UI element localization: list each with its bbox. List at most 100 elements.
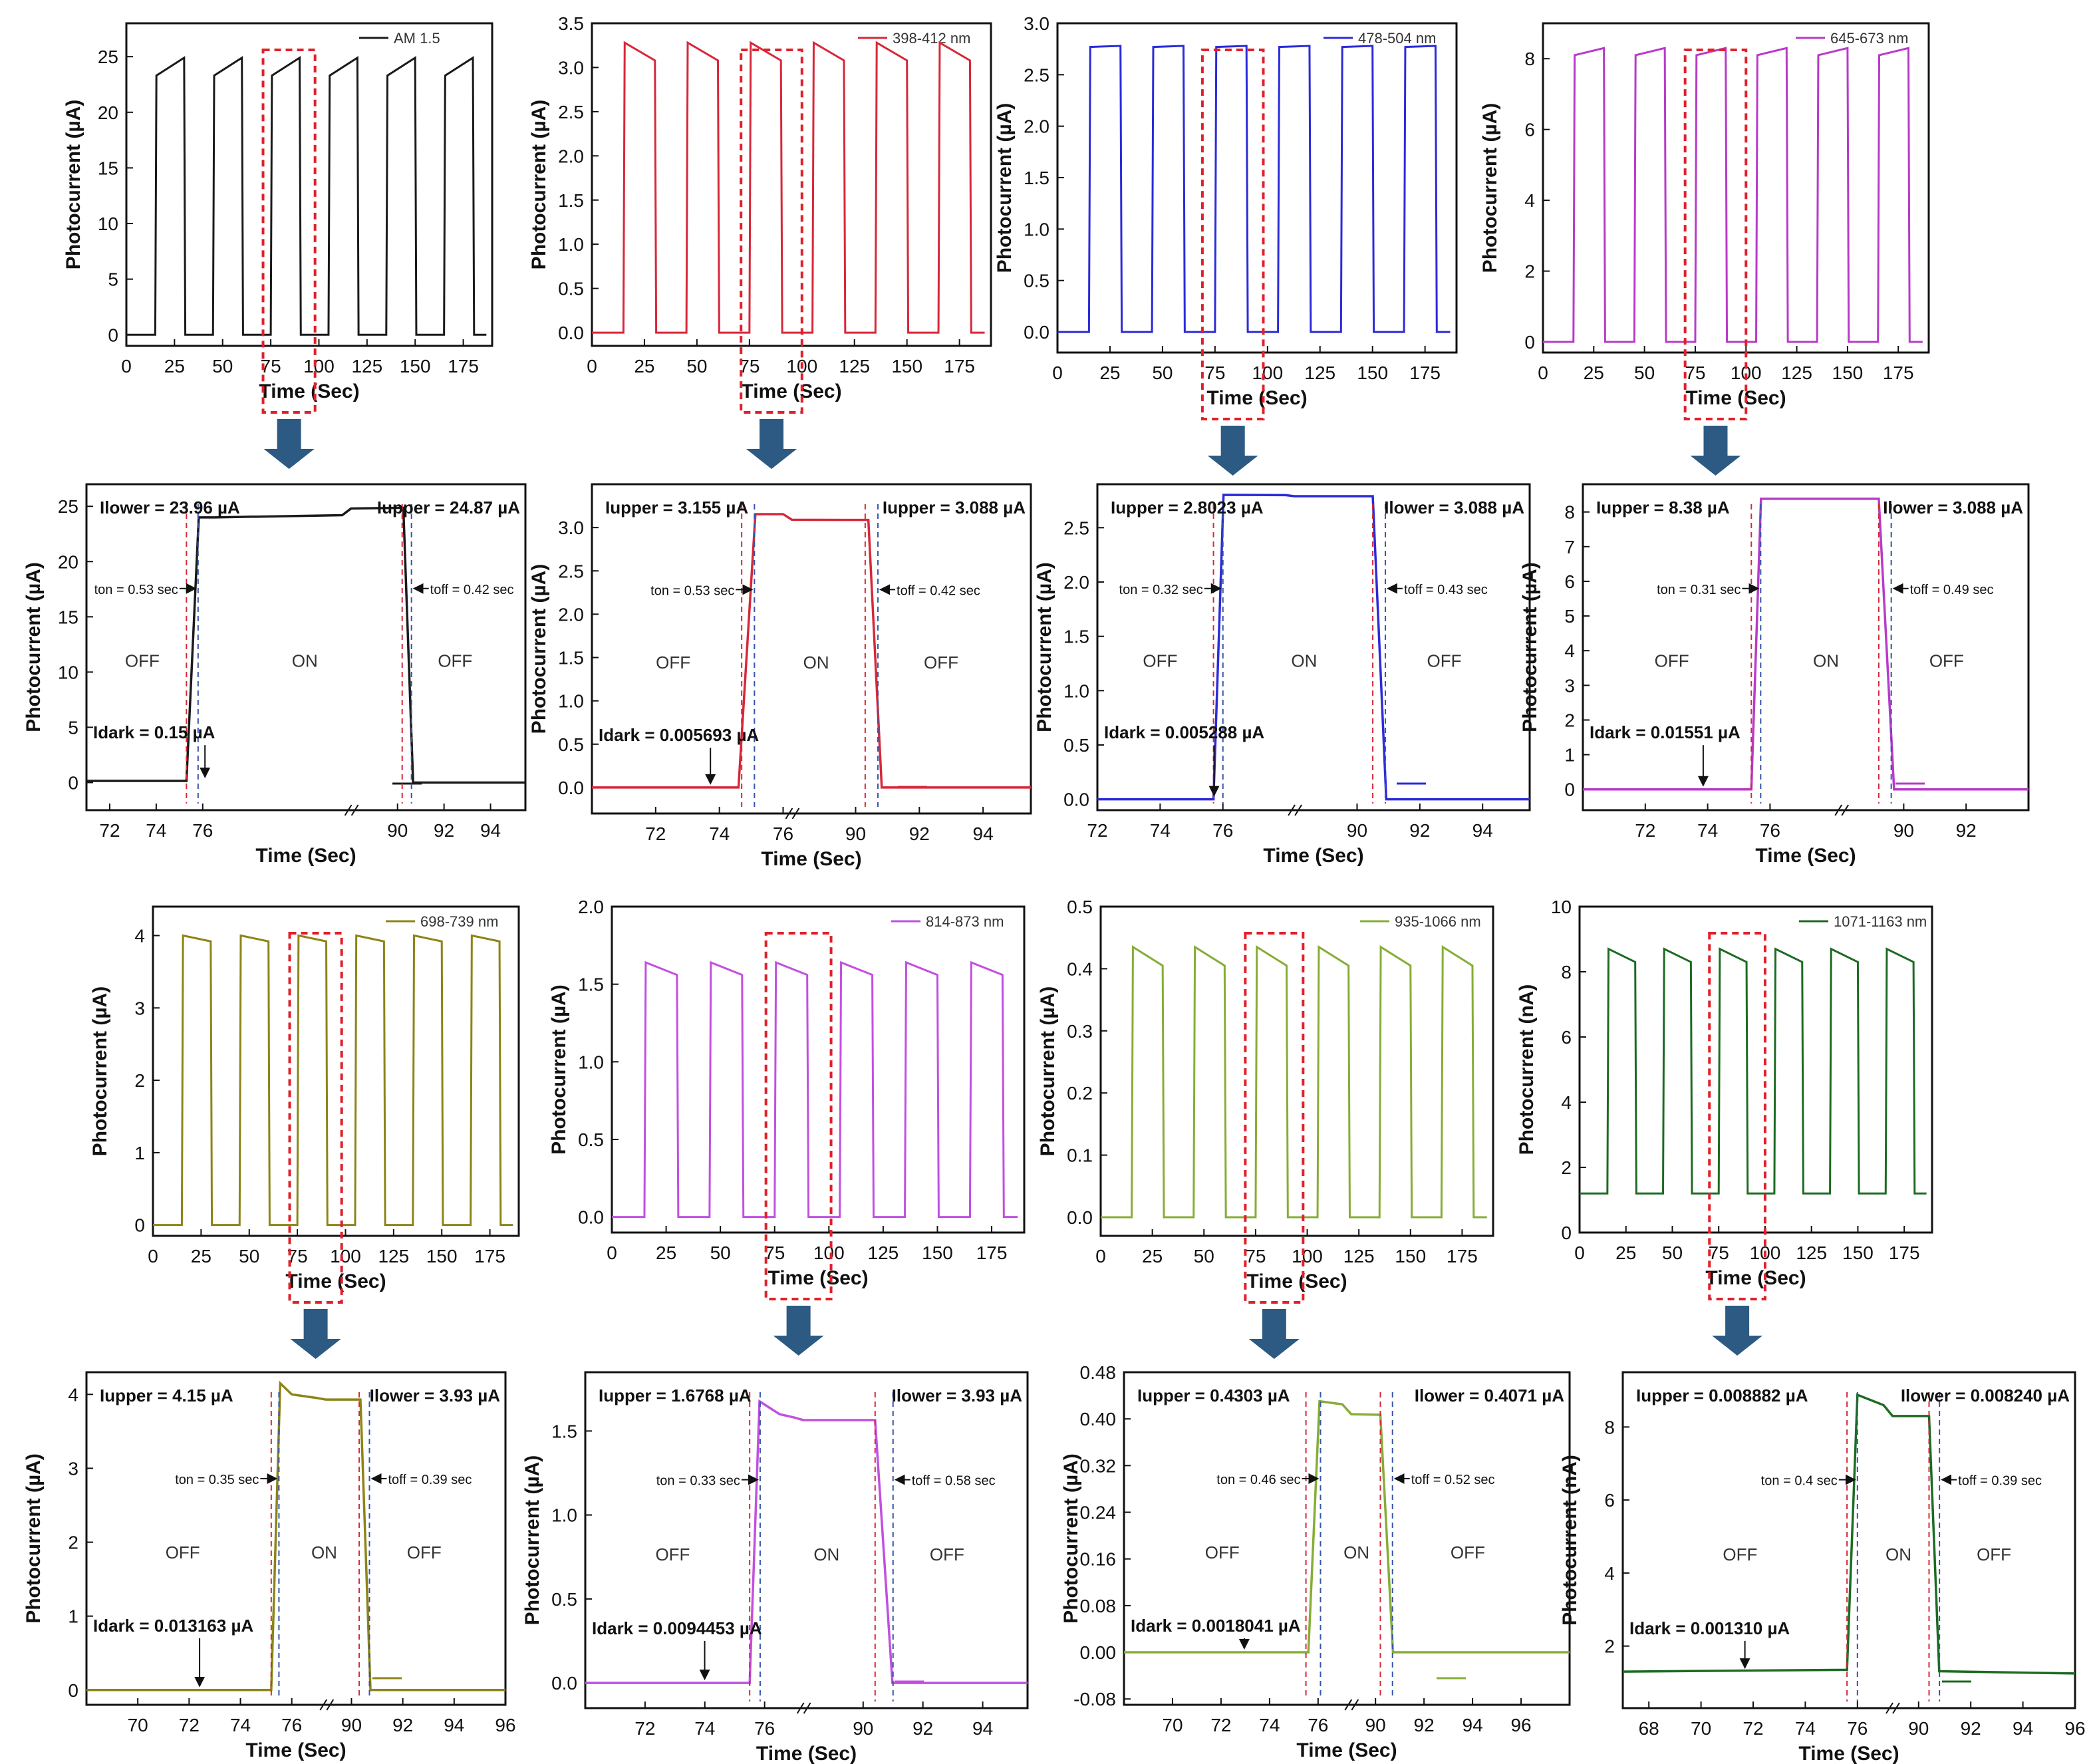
- x-tick-label: 25: [1615, 1243, 1636, 1263]
- x-tick-label: 94: [1472, 820, 1493, 841]
- x-tick-label: 96: [2064, 1718, 2085, 1739]
- y-tick-label: 0.0: [558, 323, 584, 343]
- series-line: [1057, 45, 1451, 333]
- legend: AM 1.5: [359, 30, 440, 47]
- zoom-highlight-box: [1708, 932, 1766, 1300]
- x-tick-label: 70: [128, 1715, 148, 1735]
- x-tick-label: 175: [976, 1243, 1008, 1263]
- on-state-label: ON: [311, 1543, 337, 1562]
- x-tick-label: 100: [330, 1246, 361, 1266]
- series-line: [1124, 1399, 1570, 1654]
- x-tick-label: 74: [1150, 820, 1171, 841]
- plot-frame: [611, 905, 1026, 1234]
- x-tick-label: 68: [1639, 1718, 1659, 1739]
- series-line: [1543, 47, 1923, 343]
- x-tick-label: 25: [656, 1243, 676, 1263]
- x-tick-label: 74: [1259, 1715, 1280, 1735]
- y-axis-label: Photocurrent (µA): [23, 562, 45, 732]
- legend: 814-873 nm: [891, 913, 1004, 930]
- y-axis-label: Photocurrent (µA): [1479, 103, 1501, 273]
- t-off-annotation: toff = 0.42 sec: [897, 583, 980, 598]
- y-tick-label: 2.5: [1063, 517, 1089, 538]
- x-tick-label: 74: [709, 823, 730, 844]
- off-state-label: OFF: [1723, 1544, 1757, 1564]
- x-tick-label: 50: [212, 356, 233, 376]
- y-tick-label: 25: [58, 496, 78, 517]
- zoom-highlight-box: [1244, 932, 1305, 1304]
- dark-current-annotation: Idark = 0.15 µA: [93, 722, 215, 742]
- current-annotation-right: Ilower = 0.4071 µA: [1415, 1386, 1564, 1405]
- axis-break-mark: [796, 1702, 805, 1714]
- off-state-label: OFF: [1655, 651, 1689, 670]
- x-tick-label: 90: [1908, 1718, 1929, 1739]
- x-tick-label: 92: [1956, 820, 1977, 841]
- y-axis-label: Photocurrent (µA): [521, 1455, 543, 1626]
- y-tick-label: 1.5: [551, 1421, 577, 1441]
- plot-frame: [152, 905, 520, 1237]
- x-tick-label: 75: [1685, 363, 1705, 383]
- x-tick-label: 94: [973, 823, 994, 844]
- t-on-annotation: ton = 0.46 sec: [1216, 1473, 1300, 1487]
- legend-label: 935-1066 nm: [1395, 913, 1481, 930]
- y-tick-label: 0.2: [1067, 1083, 1093, 1103]
- current-annotation-right: Ilower = 3.088 µA: [1384, 498, 1524, 517]
- x-tick-label: 94: [972, 1718, 993, 1739]
- series-line: [1583, 498, 2028, 791]
- series-line: [1622, 1393, 2076, 1675]
- x-tick-label: 0: [587, 356, 597, 376]
- y-tick-label: 0.08: [1080, 1596, 1117, 1616]
- y-tick-label: 3.0: [558, 517, 584, 538]
- y-tick-label: 2.0: [578, 897, 604, 917]
- x-tick-label: 25: [1142, 1246, 1163, 1266]
- y-tick-label: 1.5: [1063, 627, 1089, 647]
- legend: 645-673 nm: [1796, 30, 1908, 47]
- y-tick-label: 15: [58, 607, 78, 627]
- chart-panel-7: 0 1 2 3 4 5 6 7 8 72 74 76 90 92 Time (Sec) Photocurren…: [1519, 483, 2030, 867]
- x-axis-label: Time (Sec): [255, 845, 356, 867]
- x-tick-label: 25: [634, 356, 654, 376]
- plot-frame: [1056, 22, 1458, 354]
- legend-label: 1071-1163 nm: [1834, 913, 1927, 930]
- y-tick-label: 2: [1604, 1636, 1615, 1657]
- x-tick-label: 76: [1760, 820, 1780, 841]
- plot-frame: [591, 483, 1032, 815]
- axis-break-mark: [785, 808, 793, 819]
- x-tick-label: 150: [1832, 363, 1864, 383]
- x-tick-label: 0: [1538, 363, 1548, 383]
- x-tick-label: 70: [1162, 1715, 1183, 1735]
- axis-break-mark: [326, 1699, 335, 1711]
- x-axis-label: Time (Sec): [1755, 845, 1856, 867]
- current-annotation-left: Iupper = 8.38 µA: [1596, 498, 1730, 517]
- x-tick-label: 94: [1463, 1715, 1483, 1735]
- dark-current-annotation: Idark = 0.013163 µA: [93, 1616, 253, 1636]
- x-tick-label: 92: [909, 823, 930, 844]
- current-annotation-left: Iupper = 3.155 µA: [605, 498, 748, 517]
- y-tick-label: 2: [134, 1070, 145, 1091]
- y-tick-label: 1: [134, 1143, 145, 1163]
- series-line: [612, 960, 1018, 1219]
- series-line: [592, 513, 1031, 789]
- x-tick-label: 96: [1510, 1715, 1531, 1735]
- legend: 935-1066 nm: [1360, 913, 1481, 930]
- current-annotation-right: Ilower = 3.93 µA: [892, 1386, 1023, 1405]
- x-tick-label: 0: [1095, 1246, 1106, 1266]
- y-tick-label: 20: [58, 551, 78, 572]
- y-tick-label: 5: [68, 717, 78, 738]
- x-tick-label: 72: [179, 1715, 200, 1735]
- y-tick-label: 3: [68, 1458, 78, 1479]
- dark-current-annotation: Idark = 0.01551 µA: [1590, 722, 1741, 742]
- y-tick-label: 6: [1564, 571, 1575, 592]
- x-tick-label: 0: [148, 1246, 158, 1266]
- chart-panel-2: 0.0 0.5 1.0 1.5 2.0 2.5 3.0 0 25 50 75 100 125 150 175…: [994, 13, 1458, 420]
- current-annotation-left: Iupper = 2.8023 µA: [1111, 498, 1264, 517]
- x-axis-label: Time (Sec): [1798, 1743, 1899, 1764]
- current-annotation-left: Iupper = 4.15 µA: [100, 1386, 233, 1405]
- plot-frame: [1582, 483, 2030, 811]
- legend-label: 814-873 nm: [926, 913, 1004, 930]
- x-axis-label: Time (Sec): [259, 380, 359, 402]
- y-tick-label: 4: [1604, 1563, 1615, 1584]
- x-axis-label: Time (Sec): [1685, 387, 1786, 409]
- t-off-annotation: toff = 0.43 sec: [1404, 583, 1488, 597]
- x-tick-label: 175: [474, 1246, 505, 1266]
